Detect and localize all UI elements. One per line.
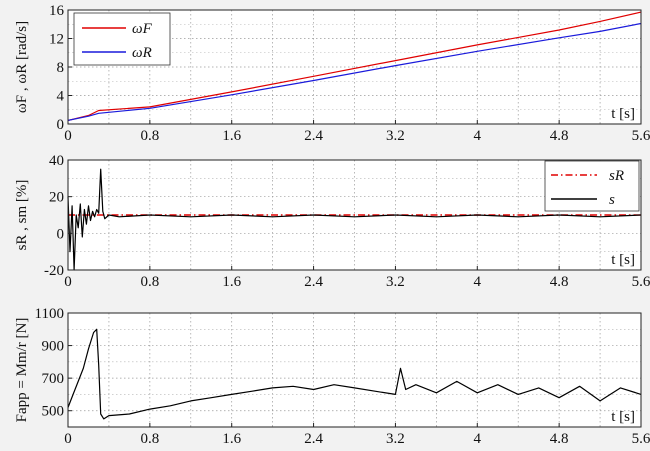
series-line-ωF xyxy=(67,11,642,121)
x-tick-label: 0.8 xyxy=(140,274,159,290)
x-axis-label: t [s] xyxy=(611,106,635,122)
x-tick-label: 1.6 xyxy=(222,431,241,447)
y-tick-label: 0 xyxy=(57,226,65,242)
legend: ωF ωR xyxy=(73,12,171,66)
y-tick-label: 500 xyxy=(42,404,65,420)
legend-label: ωR xyxy=(132,45,152,61)
y-axis-label: sR , sm [%] xyxy=(14,180,30,251)
legend-label: ωF xyxy=(132,21,153,37)
panel-force: 0 0.8 1.6 2.4 3.2 4 4.8 5.6 500 700 900 1100 t [s] Fa… xyxy=(14,306,650,447)
plot-frame xyxy=(67,312,642,428)
x-tick-label: 4.8 xyxy=(550,431,569,447)
x-tick-label: 2.4 xyxy=(304,128,323,144)
legend-box xyxy=(544,160,640,212)
y-tick-label: 20 xyxy=(49,190,64,206)
x-tick-label: 0.8 xyxy=(140,128,159,144)
x-tick-label: 2.4 xyxy=(304,431,323,447)
legend-label: sR xyxy=(609,168,624,184)
x-tick-label: 3.2 xyxy=(386,128,405,144)
x-tick-label: 4 xyxy=(474,128,482,144)
x-tick-label: 4 xyxy=(474,274,482,290)
x-tick-label: 5.6 xyxy=(632,274,650,290)
x-tick-label: 0.8 xyxy=(140,431,159,447)
series-line-data xyxy=(67,328,642,420)
series-line-ωR xyxy=(67,22,642,121)
legend-box xyxy=(73,12,171,66)
x-tick-label: 3.2 xyxy=(386,274,405,290)
y-axis-label: ωF , ωR [rad/s] xyxy=(14,21,30,113)
x-tick-label: 0 xyxy=(64,128,72,144)
panel-angular-speed: 0 0.8 1.6 2.4 3.2 4 4.8 5.6 0 4 8 12 16 t [s] ωF , ωR … xyxy=(14,3,650,144)
y-tick-label: 40 xyxy=(49,153,64,169)
x-tick-label: 1.6 xyxy=(222,128,241,144)
legend: sR s xyxy=(544,160,640,212)
x-tick-label: 5.6 xyxy=(632,431,650,447)
x-tick-label: 0 xyxy=(64,431,72,447)
x-tick-label: 3.2 xyxy=(386,431,405,447)
plot-frame xyxy=(67,159,642,271)
y-tick-label: 700 xyxy=(42,371,65,387)
y-tick-label: -20 xyxy=(44,263,64,279)
x-tick-label: 2.4 xyxy=(304,274,323,290)
y-tick-label: 900 xyxy=(42,339,65,355)
x-tick-label: 4.8 xyxy=(550,274,569,290)
x-tick-label: 5.6 xyxy=(632,128,650,144)
x-tick-label: 4.8 xyxy=(550,128,569,144)
x-tick-label: 4 xyxy=(474,431,482,447)
y-tick-label: 12 xyxy=(49,32,64,48)
x-axis-label: t [s] xyxy=(611,252,635,268)
y-axis-label: Fapp = Mm/r [N] xyxy=(14,318,30,423)
y-tick-label: 1100 xyxy=(35,306,64,322)
x-axis-label: t [s] xyxy=(611,409,635,425)
y-tick-label: 0 xyxy=(57,117,65,133)
y-tick-label: 8 xyxy=(57,60,65,76)
y-tick-label: 4 xyxy=(57,89,65,105)
x-tick-label: 1.6 xyxy=(222,274,241,290)
series-line-s xyxy=(67,168,642,271)
y-tick-label: 16 xyxy=(49,3,65,19)
legend-label: s xyxy=(609,192,615,208)
x-tick-label: 0 xyxy=(64,274,72,290)
